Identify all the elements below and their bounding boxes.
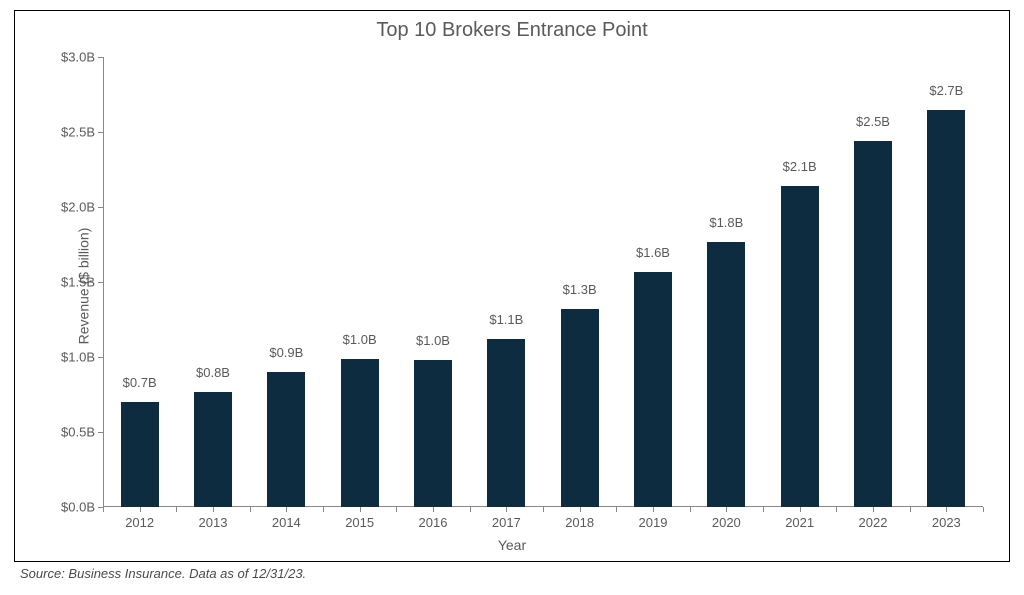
x-tick-label: 2018 <box>565 515 594 530</box>
bar-value-label: $2.1B <box>783 159 817 174</box>
x-tick-mark <box>653 507 654 512</box>
x-tick-label: 2023 <box>932 515 961 530</box>
x-tick-mark <box>506 507 507 512</box>
bar <box>267 372 305 507</box>
bar <box>854 141 892 507</box>
x-boundary-tick <box>543 507 544 512</box>
x-tick-mark <box>726 507 727 512</box>
x-tick-label: 2015 <box>345 515 374 530</box>
x-boundary-tick <box>396 507 397 512</box>
bar-value-label: $0.9B <box>269 345 303 360</box>
chart-title: Top 10 Brokers Entrance Point <box>15 19 1009 42</box>
x-boundary-tick <box>103 507 104 512</box>
bar-value-label: $0.7B <box>123 375 157 390</box>
bar-value-label: $1.1B <box>489 312 523 327</box>
bar-value-label: $1.0B <box>416 333 450 348</box>
y-tick-label: $1.0B <box>61 350 95 365</box>
source-note: Source: Business Insurance. Data as of 1… <box>20 566 306 581</box>
bar <box>634 272 672 508</box>
x-boundary-tick <box>470 507 471 512</box>
bar <box>707 242 745 508</box>
x-boundary-tick <box>176 507 177 512</box>
x-tick-label: 2013 <box>199 515 228 530</box>
x-tick-label: 2019 <box>639 515 668 530</box>
x-tick-mark <box>286 507 287 512</box>
y-tick-label: $2.0B <box>61 200 95 215</box>
plot-area: $0.0B$0.5B$1.0B$1.5B$2.0B$2.5B$3.0B$0.7B… <box>103 57 983 507</box>
bar <box>487 339 525 507</box>
x-boundary-tick <box>763 507 764 512</box>
x-tick-label: 2022 <box>859 515 888 530</box>
x-tick-mark <box>213 507 214 512</box>
y-tick-label: $3.0B <box>61 50 95 65</box>
x-tick-mark <box>946 507 947 512</box>
bar-value-label: $1.6B <box>636 245 670 260</box>
x-tick-label: 2021 <box>785 515 814 530</box>
y-tick-label: $0.0B <box>61 500 95 515</box>
y-tick-mark <box>98 132 103 133</box>
x-tick-label: 2020 <box>712 515 741 530</box>
x-boundary-tick <box>616 507 617 512</box>
bar-value-label: $1.3B <box>563 282 597 297</box>
x-axis-label: Year <box>15 537 1009 553</box>
bar-value-label: $2.7B <box>929 83 963 98</box>
y-tick-label: $2.5B <box>61 125 95 140</box>
chart-frame: Top 10 Brokers Entrance Point Revenue ($… <box>14 10 1010 562</box>
y-tick-label: $0.5B <box>61 425 95 440</box>
x-boundary-tick <box>323 507 324 512</box>
y-tick-mark <box>98 432 103 433</box>
y-tick-mark <box>98 207 103 208</box>
bar <box>781 186 819 507</box>
y-tick-mark <box>98 357 103 358</box>
bar-value-label: $0.8B <box>196 365 230 380</box>
bar-value-label: $1.0B <box>343 332 377 347</box>
x-tick-mark <box>360 507 361 512</box>
y-axis-line <box>103 57 104 507</box>
bar <box>927 110 965 508</box>
bar <box>121 402 159 507</box>
bar-value-label: $2.5B <box>856 114 890 129</box>
x-tick-mark <box>433 507 434 512</box>
x-tick-label: 2014 <box>272 515 301 530</box>
bar <box>414 360 452 507</box>
x-tick-label: 2016 <box>419 515 448 530</box>
y-tick-label: $1.5B <box>61 275 95 290</box>
x-boundary-tick <box>836 507 837 512</box>
x-tick-mark <box>580 507 581 512</box>
x-boundary-tick <box>250 507 251 512</box>
y-tick-mark <box>98 282 103 283</box>
x-tick-label: 2017 <box>492 515 521 530</box>
bar <box>194 392 232 508</box>
bar <box>561 309 599 507</box>
bar-value-label: $1.8B <box>709 215 743 230</box>
x-tick-mark <box>800 507 801 512</box>
x-boundary-tick <box>910 507 911 512</box>
y-tick-mark <box>98 57 103 58</box>
x-boundary-tick <box>690 507 691 512</box>
bar <box>341 359 379 508</box>
x-tick-mark <box>140 507 141 512</box>
x-tick-mark <box>873 507 874 512</box>
x-tick-label: 2012 <box>125 515 154 530</box>
x-boundary-tick <box>983 507 984 512</box>
